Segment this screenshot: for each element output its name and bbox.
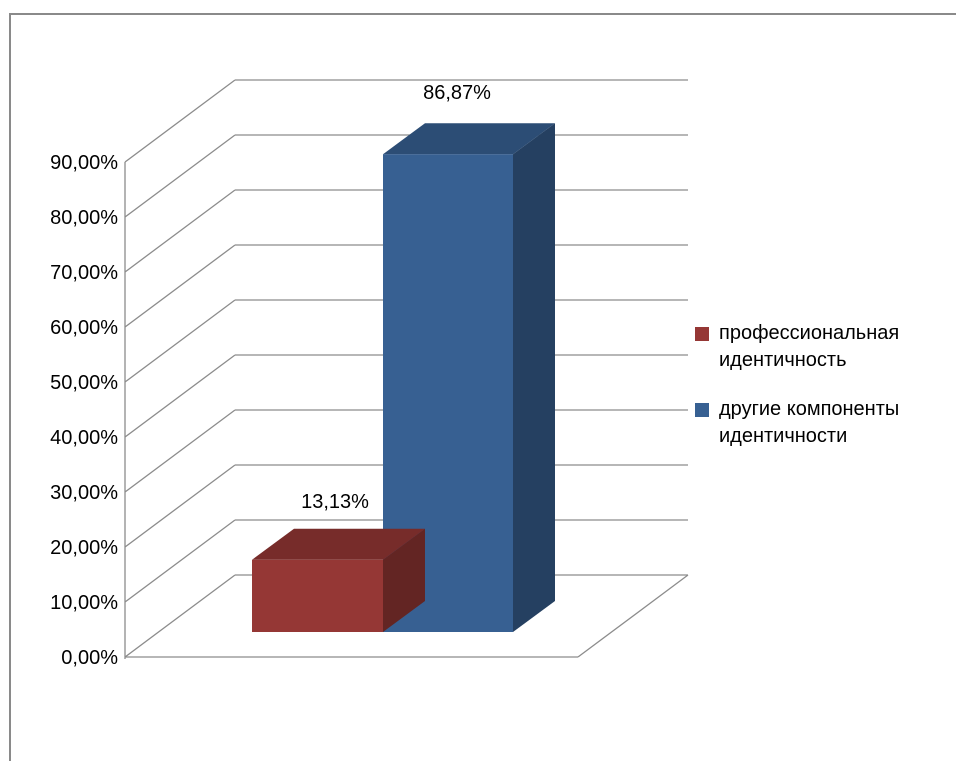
bar-top-0 [252,528,425,560]
data-label-other: 86,87% [423,82,491,104]
bar-front-0 [252,559,383,632]
y-tick-label: 50,00% [50,372,118,394]
y-tick-label: 90,00% [50,152,118,174]
y-tick-label: 40,00% [50,427,118,449]
side-gridline [124,189,236,273]
side-gridline [124,79,236,163]
y-tick-label: 80,00% [50,207,118,229]
legend-label-professional: профессиональная идентичность [719,322,900,371]
legend-item-professional: профессиональная идентичность [693,320,953,374]
bar-side-1 [513,123,555,632]
y-tick-label: 10,00% [50,592,118,614]
y-tick-label: 70,00% [50,262,118,284]
side-gridline [124,409,236,493]
y-axis-ticks: 0,00% 10,00% 20,00% 30,00% 40,00% 50,00% 60,00… [50,152,118,669]
floor-right-edge [577,574,689,658]
side-gridline [124,574,236,658]
legend-item-other: другие компоненты идентичности [693,396,953,450]
side-gridline [124,354,236,438]
y-tick-label: 60,00% [50,317,118,339]
side-gridline [124,244,236,328]
legend: профессиональная идентичность другие ком… [693,320,953,472]
y-tick-label: 30,00% [50,482,118,504]
data-labels: 13,13% 86,87% [301,82,491,513]
legend-swatch-professional [695,327,709,341]
legend-swatch-other [695,403,709,417]
bar-side-0 [383,528,425,632]
chart-frame [9,13,956,761]
y-tick-label: 20,00% [50,537,118,559]
bar-top-1 [383,123,555,155]
side-gridline [124,134,236,218]
bars [252,123,555,632]
side-gridline [124,464,236,548]
side-gridline [124,299,236,383]
legend-label-other: другие компоненты идентичности [719,398,900,447]
y-tick-label: 0,00% [61,647,118,669]
data-label-professional: 13,13% [301,491,369,513]
side-gridline [124,519,236,603]
